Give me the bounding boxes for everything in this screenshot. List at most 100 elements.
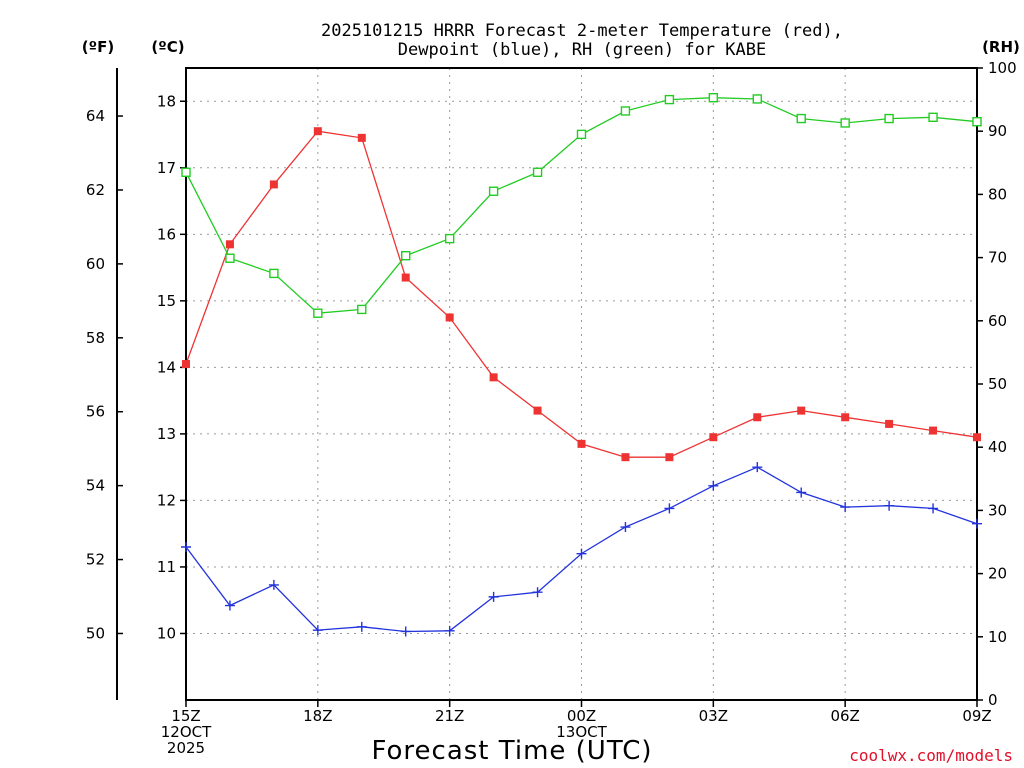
temperature-point — [797, 406, 806, 415]
relative-humidity-point — [269, 268, 279, 279]
relative-humidity-point — [488, 186, 499, 196]
dewpoint-point — [796, 487, 807, 498]
dewpoint-point — [400, 626, 411, 637]
x-tick-label: 00Z — [567, 707, 596, 725]
rh-tick-label: 100 — [988, 59, 1017, 77]
rh-tick-label: 0 — [988, 691, 998, 709]
fahrenheit-tick-label: 64 — [86, 107, 105, 125]
fahrenheit-tick-label: 54 — [86, 477, 105, 495]
fahrenheit-tick-label: 56 — [86, 403, 105, 421]
relative-humidity-point — [708, 93, 719, 103]
relative-humidity-point — [225, 253, 235, 263]
temperature-point — [709, 433, 718, 442]
x-tick-label: 21Z — [435, 707, 464, 725]
temperature-point — [313, 127, 322, 136]
temperature-point — [885, 419, 894, 428]
relative-humidity-point — [884, 113, 894, 124]
gridlines — [186, 68, 977, 700]
relative-humidity-point — [357, 304, 367, 315]
fahrenheit-tick-label: 58 — [86, 329, 105, 347]
temperature-point — [182, 360, 190, 369]
celsius-tick-label: 18 — [157, 92, 176, 110]
dewpoint-point — [576, 548, 587, 559]
x-tick-label: 03Z — [699, 707, 728, 725]
relative-humidity-point — [796, 113, 806, 124]
dewpoint-point — [444, 625, 455, 636]
dewpoint-point — [181, 541, 191, 552]
fahrenheit-unit-label: (ºF) — [82, 38, 114, 56]
celsius-tick-label: 11 — [157, 558, 176, 576]
temperature-point — [973, 433, 981, 442]
dewpoint-point — [752, 462, 763, 473]
chart-title: 2025101215 HRRR Forecast 2-meter Tempera… — [321, 21, 843, 60]
dewpoint-point — [664, 503, 675, 514]
rh-tick-label: 40 — [988, 438, 1007, 456]
rh-tick-label: 70 — [988, 249, 1007, 267]
chart-title-line-2: Dewpoint (blue), RH (green) for KABE — [398, 40, 766, 60]
relative-humidity-point — [313, 308, 323, 318]
temperature-point — [269, 180, 278, 189]
celsius-tick-label: 10 — [157, 624, 176, 642]
rh-tick-label: 30 — [988, 501, 1007, 519]
fahrenheit-tick-label: 62 — [86, 181, 105, 199]
temperature-point — [401, 273, 410, 282]
dewpoint-point — [532, 587, 543, 598]
rh-tick-label: 20 — [988, 565, 1007, 583]
temperature-point — [929, 426, 938, 435]
x-tick-label: 12OCT — [161, 723, 212, 741]
dewpoint-point — [620, 522, 631, 533]
rh-unit-label: (RH) — [982, 38, 1020, 56]
relative-humidity-point — [972, 117, 982, 127]
relative-humidity-point — [181, 167, 191, 177]
dewpoint-point — [972, 518, 982, 529]
rh-tick-label: 90 — [988, 122, 1007, 140]
fahrenheit-tick-label: 52 — [86, 551, 105, 569]
x-tick-label: 06Z — [830, 707, 859, 725]
relative-humidity-point — [401, 251, 411, 261]
dewpoint-point — [840, 502, 851, 513]
celsius-tick-label: 13 — [157, 425, 176, 443]
relative-humidity-point — [532, 167, 543, 177]
x-tick-label: 09Z — [962, 707, 991, 725]
relative-humidity-point — [928, 112, 938, 122]
temperature-point — [225, 240, 234, 249]
dewpoint-point — [356, 621, 367, 632]
data-series — [181, 93, 982, 637]
dewpoint-point — [884, 500, 895, 511]
dewpoint-point — [708, 480, 719, 491]
rh-tick-label: 80 — [988, 185, 1007, 203]
temperature-point — [841, 413, 850, 422]
fahrenheit-tick-label: 50 — [86, 624, 105, 642]
relative-humidity-point — [576, 129, 587, 140]
celsius-tick-label: 15 — [157, 292, 176, 310]
rh-tick-label: 10 — [988, 628, 1007, 646]
temperature-point — [665, 453, 674, 462]
credit-text: coolwx.com/models — [849, 746, 1013, 765]
relative-humidity-point — [664, 94, 675, 105]
dewpoint-point — [928, 503, 939, 514]
x-tick-label: 13OCT — [556, 723, 607, 741]
relative-humidity-point — [444, 233, 455, 244]
relative-humidity-point — [840, 118, 850, 128]
temperature-point — [577, 439, 586, 448]
celsius-tick-label: 17 — [157, 159, 176, 177]
dewpoint-point — [224, 600, 235, 611]
rh-tick-label: 60 — [988, 312, 1007, 330]
x-tick-label: 2025 — [167, 739, 205, 757]
temperature-point — [357, 133, 366, 142]
temperature-point — [489, 373, 498, 382]
x-tick-label: 18Z — [303, 707, 332, 725]
celsius-tick-label: 16 — [157, 225, 176, 243]
dewpoint-point — [312, 625, 323, 636]
temperature-point — [621, 453, 630, 462]
temperature-point — [445, 313, 454, 322]
rh-tick-label: 50 — [988, 375, 1007, 393]
temperature-point — [533, 406, 542, 415]
chart-title-line-1: 2025101215 HRRR Forecast 2-meter Tempera… — [321, 21, 843, 41]
relative-humidity-point — [620, 106, 631, 116]
fahrenheit-tick-label: 60 — [86, 255, 105, 273]
dewpoint-point — [488, 591, 499, 602]
celsius-tick-label: 12 — [157, 491, 176, 509]
